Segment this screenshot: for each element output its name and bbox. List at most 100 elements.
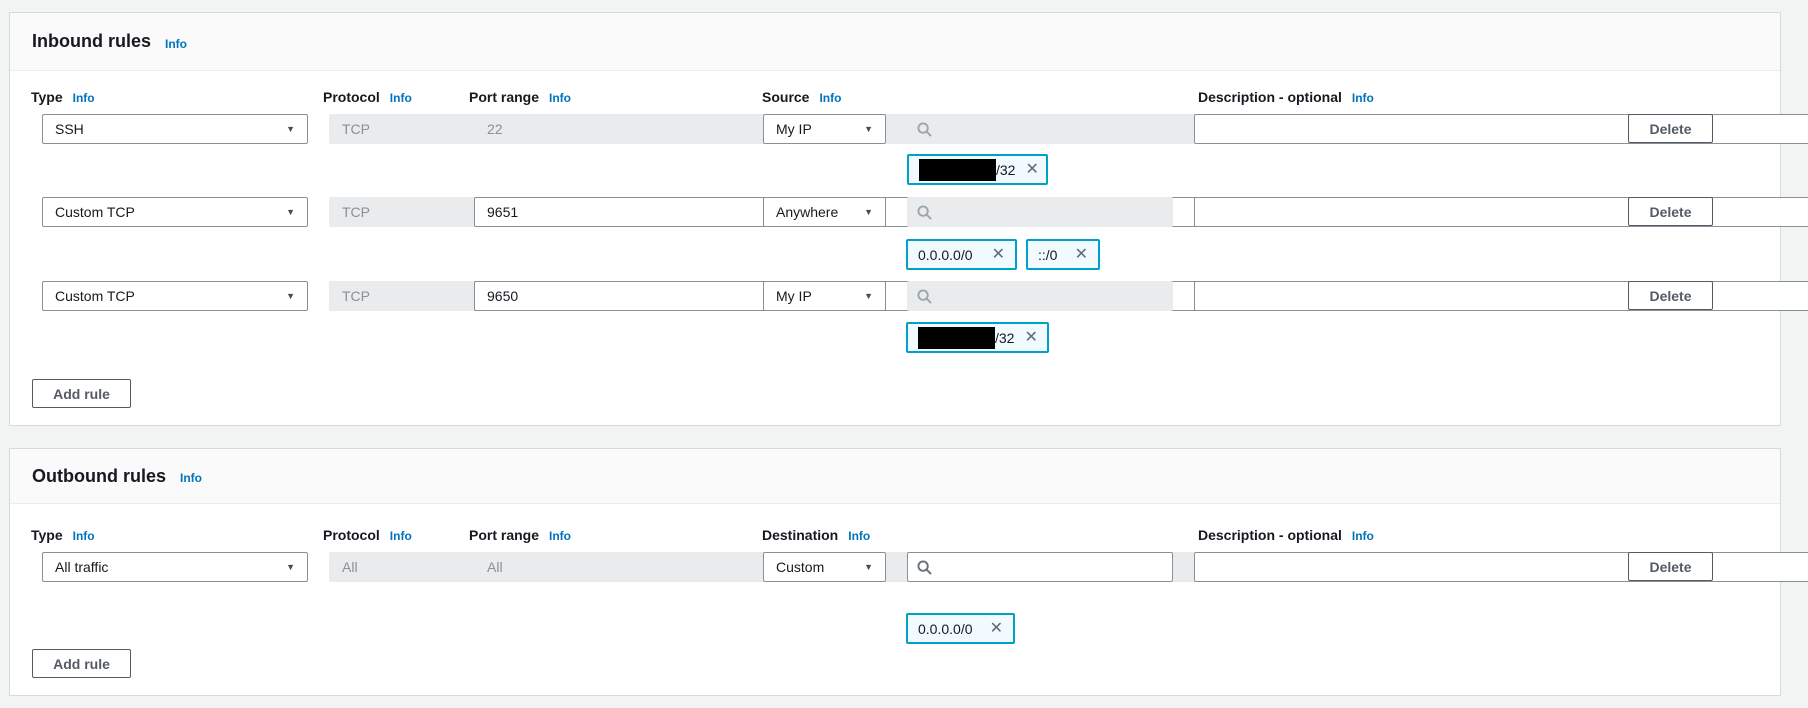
source-cidr-search <box>907 281 1173 311</box>
description-column-label: Description - optional Info <box>1198 89 1374 105</box>
delete-rule-button[interactable]: Delete <box>1628 114 1713 143</box>
inbound-row-3-tags: /32 ✕ <box>10 322 1780 353</box>
port-range-column-label: Port range Info <box>469 89 571 105</box>
description-input[interactable] <box>1194 281 1808 311</box>
add-rule-button[interactable]: Add rule <box>32 649 131 678</box>
type-label-text: Type <box>31 527 63 543</box>
type-select[interactable]: SSH ▼ <box>42 114 308 144</box>
inbound-rules-title: Inbound rules <box>32 31 151 51</box>
destination-select[interactable]: Custom ▼ <box>763 552 886 582</box>
remove-tag-icon[interactable]: ✕ <box>991 245 1005 263</box>
outbound-rules-section: Outbound rules Info Type Info Protocol I… <box>9 448 1808 696</box>
port-range-column-label: Port range Info <box>469 527 571 543</box>
search-icon <box>917 204 932 220</box>
caret-down-icon: ▼ <box>864 290 873 301</box>
cidr-tag-label: 0.0.0.0/0 <box>918 620 973 637</box>
source-cidr-search <box>907 114 1173 144</box>
type-select-value: SSH <box>55 121 84 137</box>
caret-down-icon: ▼ <box>286 290 295 301</box>
source-info-link[interactable]: Info <box>819 91 842 105</box>
cidr-tag-label: /32 <box>995 329 1015 346</box>
delete-rule-button[interactable]: Delete <box>1628 197 1713 226</box>
caret-down-icon: ▼ <box>286 206 295 217</box>
protocol-column-label: Protocol Info <box>323 527 412 543</box>
port-range-info-link[interactable]: Info <box>549 91 572 105</box>
type-select[interactable]: Custom TCP ▼ <box>42 197 308 227</box>
port-range-label-text: Port range <box>469 89 540 105</box>
protocol-info-link[interactable]: Info <box>389 529 412 543</box>
cidr-tag-label: ::/0 <box>1038 246 1058 263</box>
description-column-label: Description - optional Info <box>1198 527 1374 543</box>
source-cidr-search-input <box>940 288 1163 304</box>
remove-tag-icon[interactable]: ✕ <box>989 619 1003 637</box>
source-cidr-search-input <box>940 121 1163 137</box>
source-select-value: My IP <box>776 121 812 137</box>
outbound-row-1-tags: 0.0.0.0/0 ✕ <box>10 613 1780 644</box>
inbound-rule-row-3: Custom TCP ▼ My IP ▼ Delete <box>10 281 1808 312</box>
source-select[interactable]: My IP ▼ <box>763 281 886 311</box>
inbound-rule-row-2: Custom TCP ▼ Anywhere ▼ Delete <box>10 197 1808 228</box>
protocol-label-text: Protocol <box>323 527 380 543</box>
redacted-ip-block <box>918 326 995 349</box>
destination-cidr-search-input[interactable] <box>940 559 1163 575</box>
cidr-tag: ::/0 ✕ <box>1026 239 1100 270</box>
caret-down-icon: ▼ <box>286 123 295 134</box>
caret-down-icon: ▼ <box>864 561 873 572</box>
caret-down-icon: ▼ <box>864 123 873 134</box>
remove-tag-icon[interactable]: ✕ <box>1024 328 1038 346</box>
inbound-row-1-tags: /32 ✕ <box>10 154 1780 185</box>
destination-column-label: Destination Info <box>762 527 870 543</box>
description-input[interactable] <box>1194 114 1808 144</box>
type-select[interactable]: All traffic ▼ <box>42 552 308 582</box>
source-label-text: Source <box>762 89 810 105</box>
cidr-tag: /32 ✕ <box>906 322 1049 353</box>
type-select-value: Custom TCP <box>55 288 135 304</box>
source-select[interactable]: My IP ▼ <box>763 114 886 144</box>
caret-down-icon: ▼ <box>286 561 295 572</box>
inbound-rules-section: Inbound rules Info Type Info Protocol In… <box>9 12 1808 426</box>
inbound-rules-header: Inbound rules Info <box>10 13 1780 71</box>
description-label-text: Description - optional <box>1198 89 1342 105</box>
outbound-rules-title: Outbound rules <box>32 465 166 486</box>
destination-cidr-search[interactable] <box>907 552 1173 582</box>
search-icon <box>917 121 932 137</box>
protocol-info-link[interactable]: Info <box>389 91 412 105</box>
port-range-label-text: Port range <box>469 527 540 543</box>
description-input[interactable] <box>1194 197 1808 227</box>
type-select[interactable]: Custom TCP ▼ <box>42 281 308 311</box>
remove-tag-icon[interactable]: ✕ <box>1074 245 1088 263</box>
inbound-rule-row-1: SSH ▼ My IP ▼ Delete <box>10 114 1808 145</box>
source-cidr-search-input <box>940 204 1163 220</box>
cidr-tag: 0.0.0.0/0 ✕ <box>906 239 1017 270</box>
type-info-link[interactable]: Info <box>72 91 95 105</box>
description-info-link[interactable]: Info <box>1351 91 1374 105</box>
caret-down-icon: ▼ <box>864 206 873 217</box>
description-info-link[interactable]: Info <box>1351 529 1374 543</box>
cidr-tag-label: /32 <box>996 161 1016 178</box>
description-input[interactable] <box>1194 552 1808 582</box>
redacted-ip-block <box>919 158 996 181</box>
type-label-text: Type <box>31 89 63 105</box>
source-select-value: My IP <box>776 288 812 304</box>
inbound-rules-info-link[interactable]: Info <box>165 36 187 51</box>
source-column-label: Source Info <box>762 89 841 105</box>
type-select-value: All traffic <box>55 559 109 575</box>
protocol-label-text: Protocol <box>323 89 380 105</box>
inbound-row-2-tags: 0.0.0.0/0 ✕ ::/0 ✕ <box>10 239 1780 270</box>
search-icon <box>917 559 932 575</box>
description-label-text: Description - optional <box>1198 527 1342 543</box>
protocol-column-label: Protocol Info <box>323 89 412 105</box>
source-select-value: Anywhere <box>776 204 839 220</box>
outbound-rules-header: Outbound rules Info <box>10 449 1780 504</box>
outbound-rules-info-link[interactable]: Info <box>180 471 202 485</box>
port-range-info-link[interactable]: Info <box>549 529 572 543</box>
destination-info-link[interactable]: Info <box>848 529 871 543</box>
delete-rule-button[interactable]: Delete <box>1628 552 1713 581</box>
delete-rule-button[interactable]: Delete <box>1628 281 1713 310</box>
type-column-label: Type Info <box>31 89 95 105</box>
source-select[interactable]: Anywhere ▼ <box>763 197 886 227</box>
remove-tag-icon[interactable]: ✕ <box>1025 160 1039 178</box>
outbound-rule-row-1: All traffic ▼ Custom ▼ Delete <box>10 552 1808 583</box>
type-info-link[interactable]: Info <box>72 529 95 543</box>
add-rule-button[interactable]: Add rule <box>32 379 131 408</box>
